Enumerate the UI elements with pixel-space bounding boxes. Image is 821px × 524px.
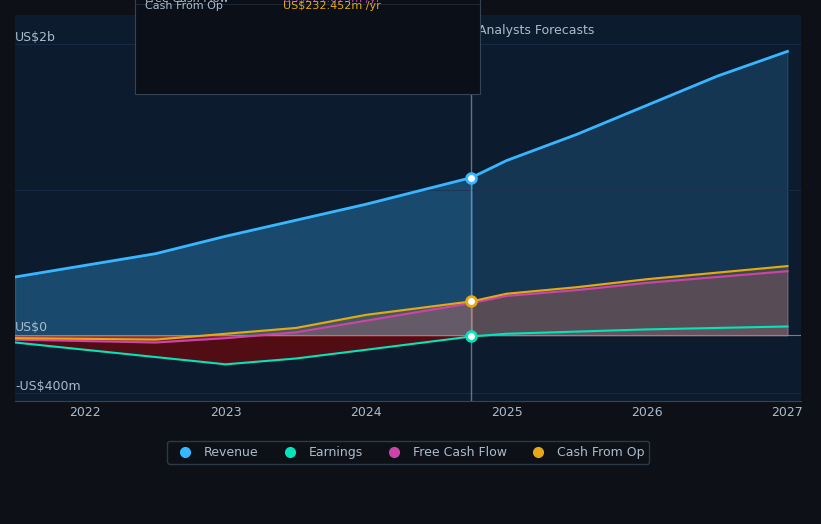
Text: Analysts Forecasts: Analysts Forecasts	[479, 24, 595, 37]
Text: US$0: US$0	[15, 321, 48, 334]
Text: US$221.075m /yr: US$221.075m /yr	[283, 0, 381, 4]
Text: Cash From Op: Cash From Op	[145, 1, 223, 11]
Legend: Revenue, Earnings, Free Cash Flow, Cash From Op: Revenue, Earnings, Free Cash Flow, Cash …	[167, 441, 649, 464]
Text: US$2b: US$2b	[15, 31, 56, 44]
Text: US$232.452m /yr: US$232.452m /yr	[283, 1, 381, 11]
Text: -US$400m: -US$400m	[15, 380, 80, 392]
Text: Past: Past	[438, 24, 465, 37]
Text: Free Cash Flow: Free Cash Flow	[145, 0, 229, 4]
